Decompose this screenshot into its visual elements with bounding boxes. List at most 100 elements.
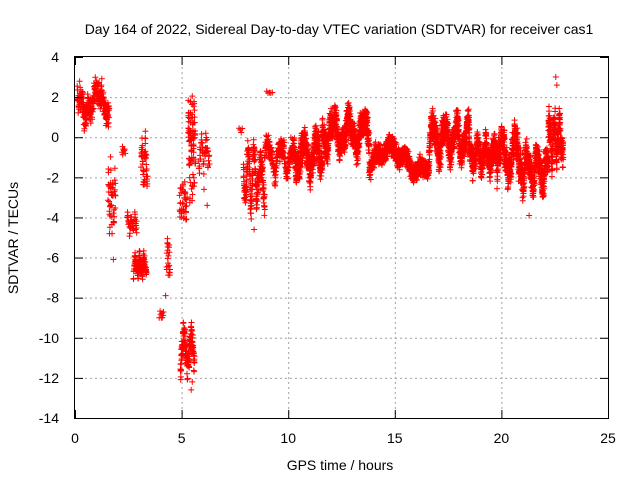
data-point [291,144,298,151]
data-point [191,114,198,121]
data-point [189,191,196,198]
data-point [238,129,245,136]
data-point [166,266,173,273]
data-point [135,275,142,282]
data-point [250,136,257,143]
data-point [190,174,197,181]
data-point [251,151,258,158]
data-point [182,216,189,223]
data-point [247,210,254,217]
data-point [248,215,255,222]
data-point [285,167,292,174]
data-point [165,263,172,270]
data-point [142,140,149,147]
data-point [79,100,86,107]
data-point [160,309,167,316]
data-point [110,210,117,217]
data-point [183,196,190,203]
chart-title: Day 164 of 2022, Sidereal Day-to-day VTE… [85,21,594,37]
data-point [281,139,288,146]
data-point [296,176,303,183]
data-point [189,171,196,178]
data-point [188,327,195,334]
data-point [203,136,210,143]
data-point [89,108,96,115]
data-point [89,116,96,123]
data-point [261,191,268,198]
data-point [261,206,268,213]
data-point [186,364,193,371]
data-point [107,167,114,174]
data-point [291,135,298,142]
data-point [252,157,259,164]
data-point [111,165,118,172]
data-point [254,189,261,196]
data-point [177,361,184,368]
data-point [166,262,173,269]
data-point [141,155,148,162]
data-point [297,163,304,170]
data-point [104,197,111,204]
data-point [259,157,266,164]
data-point [76,78,83,85]
data-point [79,93,86,100]
data-point [188,148,195,155]
data-point [100,89,107,96]
data-point [196,170,203,177]
data-point [136,248,143,255]
data-point [110,219,117,226]
data-point [121,147,128,154]
data-point [188,154,195,161]
data-point [139,276,146,283]
data-point [190,350,197,357]
data-point [81,125,88,132]
data-point [111,186,118,193]
data-point [107,153,114,160]
data-point [122,150,129,157]
data-point [95,80,102,87]
data-point [206,152,213,159]
data-point [111,177,118,184]
data-point [239,125,246,132]
data-point [176,192,183,199]
data-point [121,146,128,153]
data-point [199,144,206,151]
data-point [143,161,150,168]
data-point [143,165,150,172]
data-point [181,190,188,197]
data-point [259,164,266,171]
data-point [144,180,151,187]
data-point [133,229,140,236]
data-point [166,249,173,256]
data-point [198,130,205,137]
data-point [246,164,253,171]
data-point [269,155,276,162]
data-point [183,216,190,223]
data-point [191,107,198,114]
data-point [133,218,140,225]
data-point [309,169,316,176]
data-point [243,196,250,203]
data-point [184,370,190,377]
data-point [191,368,198,375]
data-point [308,174,315,181]
data-point [140,247,147,254]
data-point [200,171,207,178]
data-point [104,120,111,127]
data-point [276,158,283,165]
data-point [280,143,287,150]
data-point [111,213,118,220]
data-point [189,158,196,165]
data-point [184,194,191,201]
data-point [82,122,89,129]
data-point [141,252,148,259]
data-point [273,160,280,167]
data-point [189,197,196,204]
data-point [106,198,113,205]
data-point [105,119,112,126]
data-point [178,367,185,374]
data-point [191,100,198,107]
data-point [254,198,261,205]
data-point [108,202,115,209]
